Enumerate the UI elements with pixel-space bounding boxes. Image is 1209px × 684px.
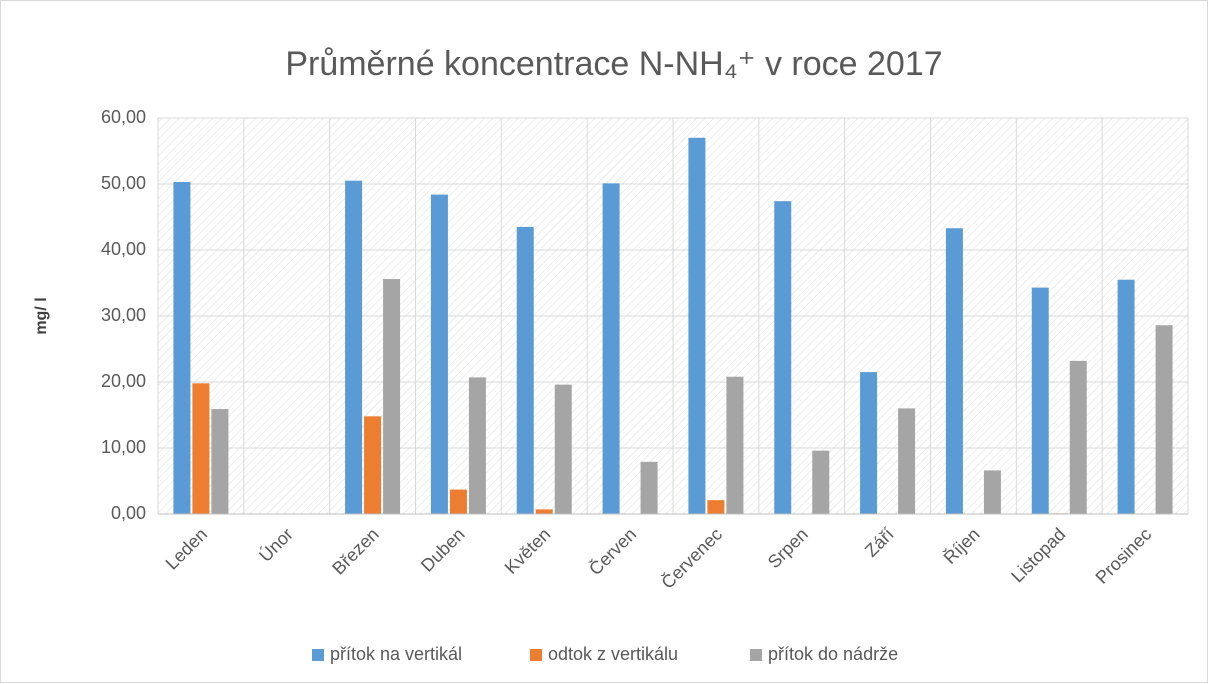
bar: [945, 228, 963, 514]
legend-swatch: [530, 649, 542, 661]
y-tick-label: 40,00: [101, 239, 146, 259]
bar: [602, 183, 620, 514]
bar: [535, 509, 553, 514]
y-tick-label: 30,00: [101, 305, 146, 325]
y-tick-label: 60,00: [101, 107, 146, 127]
legend-label: přítok na vertikál: [330, 644, 462, 664]
y-axis-label: mg/ l: [33, 297, 50, 334]
bar: [707, 500, 725, 514]
bar: [898, 408, 916, 514]
bar: [364, 416, 382, 514]
y-tick-label: 50,00: [101, 173, 146, 193]
bar: [449, 489, 467, 514]
bar: [774, 201, 792, 514]
bar: [726, 376, 744, 514]
bar: [345, 180, 363, 514]
legend-swatch: [312, 649, 324, 661]
bar: [983, 470, 1001, 514]
chart-title: Průměrné koncentrace N-NH₄⁺ v roce 2017: [285, 45, 942, 83]
bar: [516, 226, 534, 514]
y-tick-label: 0,00: [111, 503, 146, 523]
bar: [383, 279, 401, 514]
bar: [468, 377, 486, 514]
bar: [688, 137, 706, 515]
bar: [1117, 279, 1135, 514]
bar: [812, 450, 830, 514]
bar: [1069, 360, 1087, 514]
bar: [554, 384, 572, 514]
bar: [1031, 287, 1049, 514]
bar: [192, 383, 210, 514]
legend-swatch: [750, 649, 762, 661]
y-tick-label: 20,00: [101, 371, 146, 391]
bar: [430, 194, 448, 514]
bar: [1155, 325, 1173, 514]
legend-label: odtok z vertikálu: [548, 644, 678, 664]
bar: [640, 461, 658, 514]
bar: [211, 409, 229, 514]
legend-label: přítok do nádrže: [768, 644, 898, 664]
bar: [173, 182, 191, 514]
y-tick-label: 10,00: [101, 437, 146, 457]
bar: [860, 372, 878, 514]
